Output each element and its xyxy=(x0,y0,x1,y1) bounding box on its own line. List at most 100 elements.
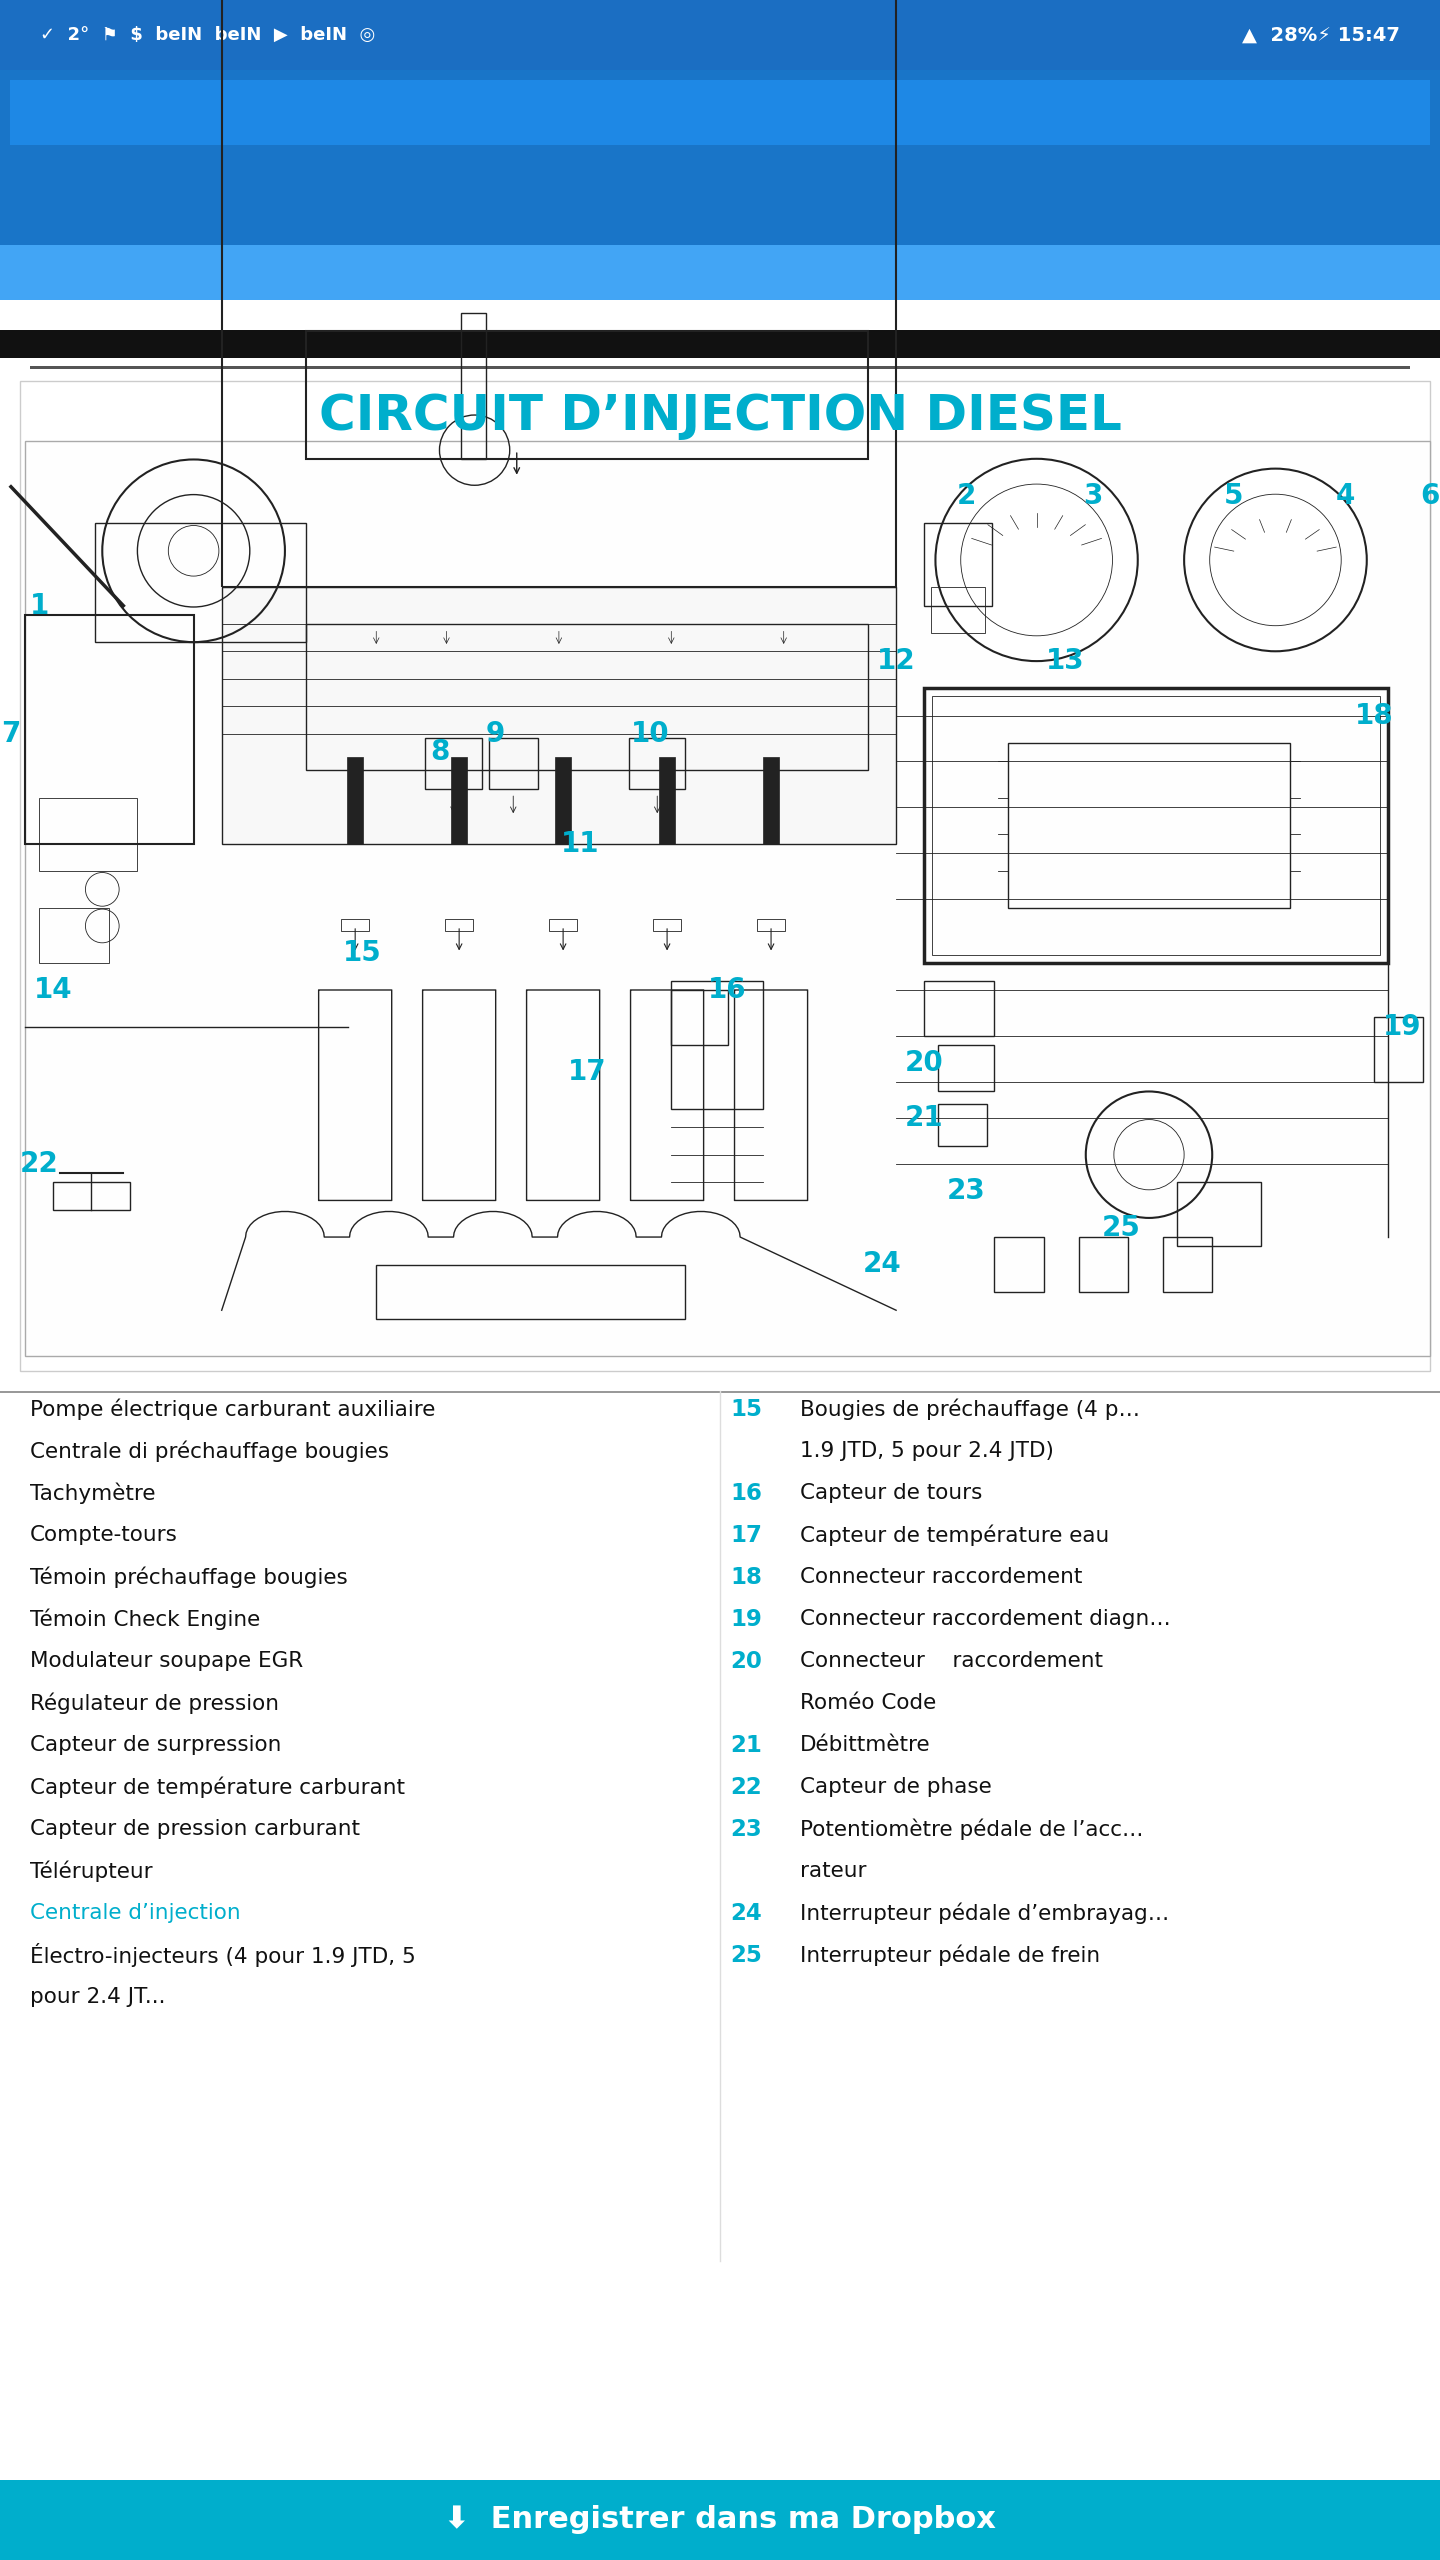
Text: 18: 18 xyxy=(1355,701,1392,730)
Bar xyxy=(451,758,467,845)
Bar xyxy=(347,758,363,845)
Bar xyxy=(461,312,485,458)
Text: rateur: rateur xyxy=(801,1861,867,1882)
Bar xyxy=(0,300,1440,2481)
Text: 23: 23 xyxy=(730,1818,762,1841)
Bar xyxy=(1008,742,1289,909)
Text: 17: 17 xyxy=(567,1057,606,1085)
Bar xyxy=(549,919,577,929)
Bar xyxy=(932,696,1380,955)
Text: 2: 2 xyxy=(956,481,976,509)
Text: 20: 20 xyxy=(730,1649,762,1672)
Text: Compte-tours: Compte-tours xyxy=(30,1526,179,1546)
Bar xyxy=(425,737,481,788)
Bar xyxy=(10,79,1430,146)
Text: 15: 15 xyxy=(343,940,382,968)
Text: Capteur de tours: Capteur de tours xyxy=(801,1482,982,1503)
Text: 16: 16 xyxy=(730,1482,762,1505)
Text: Connecteur raccordement diagn…: Connecteur raccordement diagn… xyxy=(801,1610,1171,1628)
Text: 22: 22 xyxy=(20,1149,59,1178)
Text: 25: 25 xyxy=(1102,1213,1140,1242)
Text: 1: 1 xyxy=(29,591,49,620)
Text: 11: 11 xyxy=(560,829,599,858)
Text: 19: 19 xyxy=(1382,1014,1421,1039)
Bar xyxy=(39,909,109,963)
Text: 18: 18 xyxy=(730,1567,762,1590)
Bar xyxy=(629,737,685,788)
Text: pour 2.4 JT...: pour 2.4 JT... xyxy=(30,1987,166,2007)
Text: 19: 19 xyxy=(730,1608,762,1631)
Bar xyxy=(660,758,675,845)
Text: 3: 3 xyxy=(1083,481,1103,509)
Bar xyxy=(924,689,1388,963)
Text: 16: 16 xyxy=(708,975,747,1004)
Text: Débittmètre: Débittmètre xyxy=(801,1736,930,1756)
Bar xyxy=(0,2481,1440,2560)
Text: Modulateur soupape EGR: Modulateur soupape EGR xyxy=(30,1651,304,1672)
Bar xyxy=(924,522,992,607)
Bar xyxy=(671,980,763,1108)
Text: Centrale d’injection: Centrale d’injection xyxy=(30,1902,240,1923)
Text: 12: 12 xyxy=(877,648,916,676)
Text: 4: 4 xyxy=(1336,481,1355,509)
Text: Interrupteur pédale d’embrayag…: Interrupteur pédale d’embrayag… xyxy=(801,1902,1169,1923)
Bar xyxy=(654,919,681,929)
Bar xyxy=(763,758,779,845)
Text: Roméo Code: Roméo Code xyxy=(801,1692,936,1713)
Circle shape xyxy=(936,458,1138,660)
Text: 23: 23 xyxy=(948,1178,986,1206)
Bar xyxy=(24,614,193,845)
Bar xyxy=(341,919,369,929)
Text: Capteur de température carburant: Capteur de température carburant xyxy=(30,1777,405,1797)
Bar xyxy=(20,381,1430,1372)
Text: 14: 14 xyxy=(33,975,72,1004)
Bar xyxy=(305,330,868,458)
Text: Capteur de phase: Capteur de phase xyxy=(801,1777,992,1797)
Text: Potentiomètre pédale de l’acc…: Potentiomètre pédale de l’acc… xyxy=(801,1818,1143,1841)
Bar xyxy=(1374,1016,1423,1080)
Text: Tachymètre: Tachymètre xyxy=(30,1482,156,1503)
Text: 6: 6 xyxy=(1420,481,1440,509)
Text: ✓  2°  ⚑  $  beIN  beIN  ▶  beIN  ◎: ✓ 2° ⚑ $ beIN beIN ▶ beIN ◎ xyxy=(40,26,376,44)
Bar xyxy=(222,0,896,586)
Text: Capteur de pression carburant: Capteur de pression carburant xyxy=(30,1820,360,1838)
Bar xyxy=(222,586,896,845)
Text: 24: 24 xyxy=(863,1249,901,1277)
Text: 1.9 JTD, 5 pour 2.4 JTD): 1.9 JTD, 5 pour 2.4 JTD) xyxy=(801,1441,1054,1462)
Text: 9: 9 xyxy=(487,719,505,748)
Bar xyxy=(671,991,727,1044)
Text: Interrupteur pédale de frein: Interrupteur pédale de frein xyxy=(801,1943,1100,1966)
Text: 8: 8 xyxy=(429,737,449,765)
Bar xyxy=(554,758,572,845)
Text: 21: 21 xyxy=(904,1103,943,1132)
Text: Bougies de préchauffage (4 p…: Bougies de préchauffage (4 p… xyxy=(801,1398,1140,1421)
Bar xyxy=(95,522,305,643)
Bar xyxy=(932,586,985,632)
Text: Électro-injecteurs (4 pour 1.9 JTD, 5: Électro-injecteurs (4 pour 1.9 JTD, 5 xyxy=(30,1943,416,1966)
Text: 25: 25 xyxy=(730,1943,762,1966)
Text: CIRCUIT D’INJECTION DIESEL: CIRCUIT D’INJECTION DIESEL xyxy=(318,392,1122,440)
Text: 5: 5 xyxy=(1224,481,1243,509)
Bar xyxy=(1164,1236,1212,1293)
Bar xyxy=(924,980,995,1037)
Bar xyxy=(0,330,1440,358)
Bar xyxy=(1079,1236,1128,1293)
Text: 22: 22 xyxy=(730,1777,762,1800)
Text: 21: 21 xyxy=(730,1733,762,1756)
Text: Connecteur raccordement: Connecteur raccordement xyxy=(801,1567,1083,1587)
Text: 13: 13 xyxy=(1045,648,1084,676)
Bar xyxy=(39,799,137,870)
Bar xyxy=(376,1265,685,1318)
Bar xyxy=(30,366,1410,369)
Bar xyxy=(0,69,1440,300)
Text: 10: 10 xyxy=(631,719,670,748)
Text: 24: 24 xyxy=(730,1902,762,1925)
Bar xyxy=(305,625,868,771)
Text: Capteur de température eau: Capteur de température eau xyxy=(801,1523,1109,1546)
Bar xyxy=(1176,1183,1261,1247)
Bar xyxy=(0,246,1440,300)
Bar xyxy=(995,1236,1044,1293)
Bar xyxy=(0,0,1440,69)
Text: 7: 7 xyxy=(1,719,20,748)
Bar xyxy=(445,919,474,929)
